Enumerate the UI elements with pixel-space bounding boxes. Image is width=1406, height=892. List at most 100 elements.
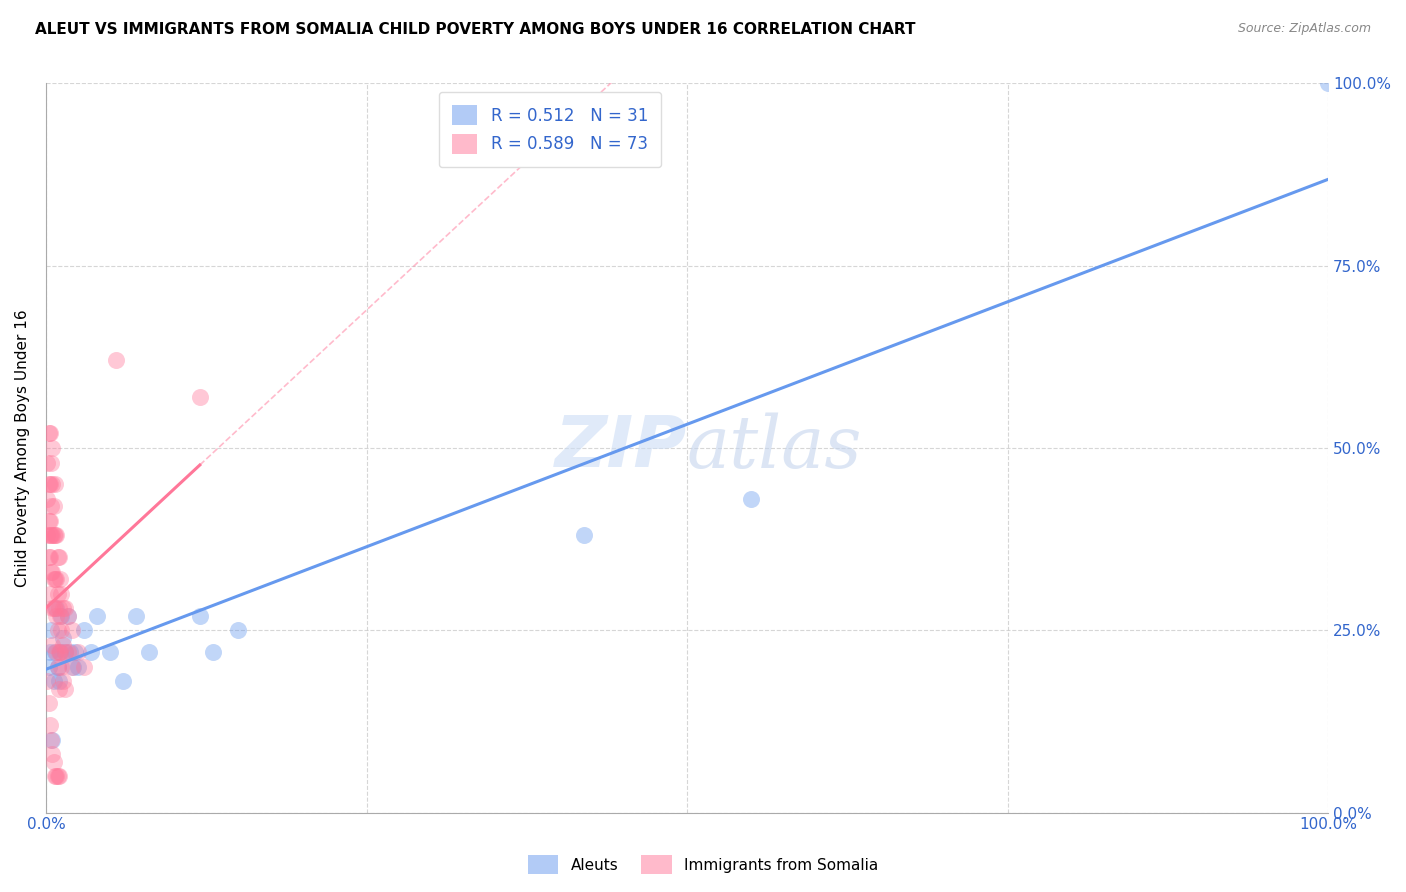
Point: [574, 528, 596, 542]
Point: [188, 608, 211, 623]
Point: [201, 645, 224, 659]
Point: [41, 732, 63, 747]
Point: [45, 601, 67, 615]
Point: [41, 601, 63, 615]
Point: [48, 645, 70, 659]
Point: [48, 550, 70, 565]
Point: [49, 572, 72, 586]
Point: [51, 659, 73, 673]
Point: [49, 608, 72, 623]
Point: [66, 659, 89, 673]
Point: [38, 550, 60, 565]
Point: [740, 491, 762, 506]
Point: [52, 674, 75, 689]
Point: [38, 659, 60, 673]
Point: [44, 528, 66, 542]
Point: [226, 624, 249, 638]
Point: [38, 426, 60, 441]
Point: [38, 426, 60, 441]
Point: [37, 491, 59, 506]
Point: [59, 645, 82, 659]
Point: [42, 601, 65, 615]
Point: [111, 674, 134, 689]
Legend: Aleuts, Immigrants from Somalia: Aleuts, Immigrants from Somalia: [522, 849, 884, 880]
Point: [49, 645, 72, 659]
Legend: R = 0.512   N = 31, R = 0.589   N = 73: R = 0.512 N = 31, R = 0.589 N = 73: [439, 92, 661, 168]
Point: [41, 477, 63, 491]
Point: [38, 645, 60, 659]
Point: [188, 390, 211, 404]
Point: [1317, 77, 1340, 91]
Point: [48, 601, 70, 615]
Point: [44, 477, 66, 491]
Point: [44, 645, 66, 659]
Point: [39, 732, 62, 747]
Point: [41, 528, 63, 542]
Point: [46, 587, 69, 601]
Point: [37, 528, 59, 542]
Point: [49, 645, 72, 659]
Point: [52, 638, 75, 652]
Point: [52, 601, 75, 615]
Point: [38, 550, 60, 565]
Point: [38, 514, 60, 528]
Point: [38, 718, 60, 732]
Text: Source: ZipAtlas.com: Source: ZipAtlas.com: [1237, 22, 1371, 36]
Point: [41, 565, 63, 579]
Point: [53, 601, 76, 615]
Point: [38, 528, 60, 542]
Point: [39, 528, 62, 542]
Point: [42, 674, 65, 689]
Point: [44, 572, 66, 586]
Point: [45, 608, 67, 623]
Point: [46, 624, 69, 638]
Point: [42, 755, 65, 769]
Point: [41, 441, 63, 455]
Point: [46, 659, 69, 673]
Point: [52, 631, 75, 645]
Point: [56, 608, 79, 623]
Point: [66, 645, 89, 659]
Point: [60, 624, 83, 638]
Point: [86, 608, 108, 623]
Point: [80, 645, 103, 659]
Point: [46, 550, 69, 565]
Point: [51, 608, 73, 623]
Point: [56, 608, 79, 623]
Point: [42, 528, 65, 542]
Point: [46, 659, 69, 673]
Point: [73, 624, 96, 638]
Point: [45, 528, 67, 542]
Point: [51, 587, 73, 601]
Point: [51, 624, 73, 638]
Point: [45, 572, 67, 586]
Point: [98, 645, 121, 659]
Text: ALEUT VS IMMIGRANTS FROM SOMALIA CHILD POVERTY AMONG BOYS UNDER 16 CORRELATION C: ALEUT VS IMMIGRANTS FROM SOMALIA CHILD P…: [35, 22, 915, 37]
Point: [48, 674, 70, 689]
Point: [37, 674, 59, 689]
Point: [53, 645, 76, 659]
Point: [42, 572, 65, 586]
Point: [53, 645, 76, 659]
Point: [39, 565, 62, 579]
Point: [39, 456, 62, 470]
Point: [48, 769, 70, 783]
Point: [38, 477, 60, 491]
Point: [44, 601, 66, 615]
Point: [125, 608, 148, 623]
Point: [41, 747, 63, 762]
Point: [48, 681, 70, 696]
Point: [39, 624, 62, 638]
Point: [38, 696, 60, 710]
Point: [138, 645, 160, 659]
Point: [53, 681, 76, 696]
Text: atlas: atlas: [688, 413, 862, 483]
Point: [65, 645, 87, 659]
Point: [105, 353, 128, 368]
Point: [42, 500, 65, 514]
Point: [73, 659, 96, 673]
Point: [38, 587, 60, 601]
Point: [44, 769, 66, 783]
Point: [38, 477, 60, 491]
Point: [46, 769, 69, 783]
